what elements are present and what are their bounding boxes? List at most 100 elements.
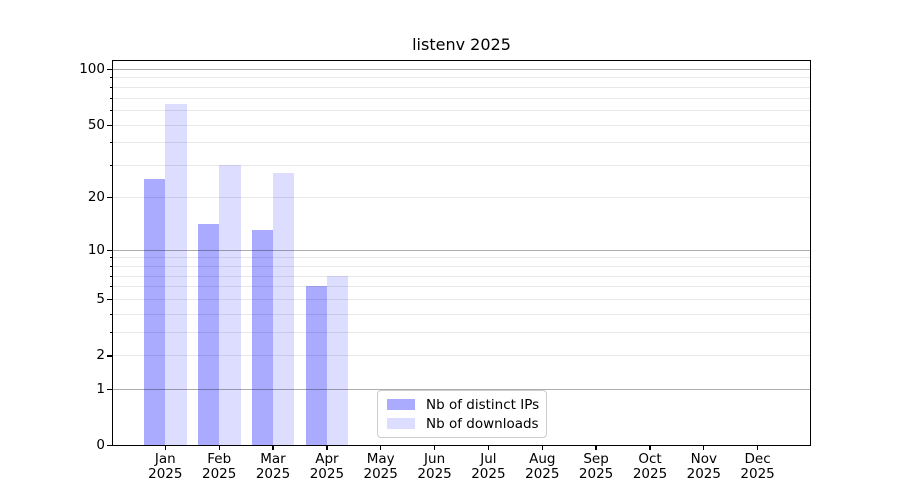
ytick-0 bbox=[107, 445, 113, 447]
gridline-major-10 bbox=[113, 249, 810, 251]
ytick-label-50: 50 bbox=[87, 116, 105, 133]
ytick-label-10: 10 bbox=[87, 241, 105, 258]
xtick-feb bbox=[218, 445, 220, 450]
xtick-year: 2025 bbox=[525, 466, 560, 482]
xtick-month: Sep bbox=[583, 451, 609, 467]
xtick-label-jun: Jun 2025 bbox=[399, 452, 471, 482]
ytick-minor-7 bbox=[109, 275, 113, 277]
ytick-minor-90 bbox=[109, 77, 113, 79]
xtick-jan bbox=[164, 445, 166, 450]
gridline-minor-2 bbox=[113, 355, 810, 357]
xtick-mar bbox=[272, 445, 274, 450]
bar-jan-nb-of-distinct-ips bbox=[143, 179, 166, 445]
xtick-aug bbox=[541, 445, 543, 450]
ytick-minor-4 bbox=[109, 313, 113, 315]
legend-swatch-distinct-ips bbox=[387, 399, 415, 410]
xtick-label-nov: Nov 2025 bbox=[668, 452, 740, 482]
gridline-minor-80 bbox=[113, 86, 810, 88]
xtick-year: 2025 bbox=[255, 466, 291, 482]
xtick-year: 2025 bbox=[309, 466, 345, 482]
xtick-apr bbox=[326, 445, 328, 450]
bar-apr-nb-of-distinct-ips bbox=[305, 286, 327, 445]
ytick-label-1: 1 bbox=[96, 380, 105, 397]
bar-mar-nb-of-distinct-ips bbox=[251, 229, 273, 445]
xtick-year: 2025 bbox=[578, 466, 614, 482]
legend-label-downloads: Nb of downloads bbox=[426, 415, 539, 432]
ytick-minor-60 bbox=[109, 109, 113, 111]
ytick-label-0: 0 bbox=[96, 437, 105, 453]
xtick-label-apr: Apr 2025 bbox=[291, 452, 363, 482]
legend-entry-distinct-ips: Nb of distinct IPs bbox=[378, 397, 546, 413]
xtick-label-mar: Mar 2025 bbox=[237, 452, 309, 482]
ytick-minor-8 bbox=[109, 265, 113, 267]
xtick-year: 2025 bbox=[471, 466, 506, 482]
xtick-label-feb: Feb 2025 bbox=[183, 452, 255, 482]
xtick-label-oct: Oct 2025 bbox=[614, 452, 686, 482]
gridline-minor-20 bbox=[113, 196, 810, 198]
bar-mar-nb-of-downloads bbox=[273, 173, 295, 445]
xtick-oct bbox=[649, 445, 651, 450]
xtick-label-jan: Jan 2025 bbox=[129, 452, 201, 482]
legend-label-distinct-ips: Nb of distinct IPs bbox=[426, 396, 540, 413]
ytick-label-5: 5 bbox=[96, 290, 105, 307]
gridline-minor-3 bbox=[113, 332, 810, 333]
xtick-may bbox=[380, 445, 382, 450]
gridline-minor-30 bbox=[113, 165, 810, 167]
bar-apr-nb-of-downloads bbox=[326, 275, 349, 445]
ytick-minor-80 bbox=[109, 86, 113, 88]
xtick-year: 2025 bbox=[740, 466, 775, 482]
bars-layer bbox=[113, 61, 810, 445]
xtick-year: 2025 bbox=[686, 466, 721, 482]
xtick-label-aug: Aug 2025 bbox=[506, 452, 578, 482]
xtick-month: Jun bbox=[424, 451, 446, 467]
legend-swatch-downloads bbox=[387, 418, 415, 429]
xtick-label-sep: Sep 2025 bbox=[560, 452, 632, 482]
chart-title: listenv 2025 bbox=[412, 35, 511, 54]
ytick-50 bbox=[107, 124, 113, 126]
gridline-minor-90 bbox=[113, 77, 810, 79]
gridline-major-100 bbox=[113, 68, 810, 70]
xtick-month: Apr bbox=[315, 451, 339, 467]
plot-area: Nb of distinct IPs Nb of downloads bbox=[107, 60, 811, 450]
xtick-month: Jul bbox=[480, 451, 497, 467]
gridline-minor-50 bbox=[113, 124, 810, 126]
xtick-year: 2025 bbox=[632, 466, 668, 482]
xtick-month: Oct bbox=[638, 451, 662, 467]
xtick-label-may: May 2025 bbox=[345, 452, 417, 482]
ytick-minor-30 bbox=[109, 165, 113, 167]
ytick-5 bbox=[107, 298, 113, 301]
ytick-minor-9 bbox=[109, 257, 113, 259]
ytick-label-20: 20 bbox=[87, 188, 105, 205]
xtick-sep bbox=[595, 445, 597, 450]
ytick-label-100: 100 bbox=[79, 60, 105, 77]
gridline-minor-5 bbox=[113, 298, 810, 300]
xtick-year: 2025 bbox=[417, 466, 452, 482]
gridline-minor-7 bbox=[113, 275, 810, 277]
xtick-year: 2025 bbox=[363, 466, 398, 482]
gridline-minor-4 bbox=[113, 313, 810, 315]
gridline-minor-8 bbox=[113, 265, 810, 267]
gridline-minor-60 bbox=[113, 109, 810, 111]
ytick-minor-70 bbox=[109, 97, 113, 99]
xtick-month: Feb bbox=[207, 451, 232, 467]
ytick-minor-3 bbox=[109, 332, 113, 333]
xtick-month: Nov bbox=[690, 451, 717, 467]
bar-feb-nb-of-distinct-ips bbox=[197, 224, 220, 445]
ytick-10 bbox=[107, 249, 113, 251]
bar-jan-nb-of-downloads bbox=[165, 103, 187, 445]
xtick-label-dec: Dec 2025 bbox=[722, 452, 794, 482]
ytick-20 bbox=[107, 196, 113, 199]
gridline-major-1 bbox=[113, 388, 810, 390]
ytick-label-2: 2 bbox=[96, 347, 105, 364]
xtick-year: 2025 bbox=[148, 466, 183, 482]
ytick-minor-6 bbox=[109, 286, 113, 288]
legend-entry-downloads: Nb of downloads bbox=[378, 416, 546, 432]
xtick-year: 2025 bbox=[202, 466, 237, 482]
xtick-month: Aug bbox=[529, 451, 556, 467]
xtick-month: Mar bbox=[260, 451, 286, 467]
xtick-nov bbox=[703, 445, 705, 450]
xtick-dec bbox=[756, 445, 759, 450]
xtick-label-jul: Jul 2025 bbox=[452, 452, 524, 482]
gridline-minor-40 bbox=[113, 142, 810, 144]
